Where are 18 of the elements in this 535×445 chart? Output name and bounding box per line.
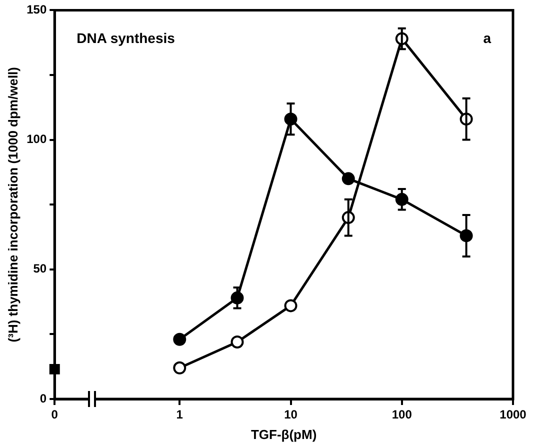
- point: [173, 361, 186, 374]
- annotation: a: [483, 30, 492, 46]
- y-axis-title: (³H) thymidine incorporation (1000 dpm/well): [5, 67, 20, 342]
- x-tick-label: 1000: [500, 408, 527, 422]
- y-tick-label: 0: [40, 391, 47, 406]
- y-tick-label: 100: [26, 132, 47, 146]
- y-tick-label: 150: [26, 2, 47, 17]
- x-axis-title: TGF-β(pM): [250, 426, 317, 442]
- x-tick-label: 0: [51, 408, 58, 422]
- x-tick-label: 100: [392, 408, 412, 422]
- x-tick-label: 1: [176, 408, 184, 422]
- x-tick-label: 10: [284, 408, 298, 422]
- point: [284, 299, 298, 312]
- annotation: DNA synthesis: [76, 30, 176, 46]
- y-tick-label: 50: [33, 262, 47, 276]
- point: [173, 332, 186, 346]
- point: [230, 335, 244, 348]
- point: [342, 172, 355, 186]
